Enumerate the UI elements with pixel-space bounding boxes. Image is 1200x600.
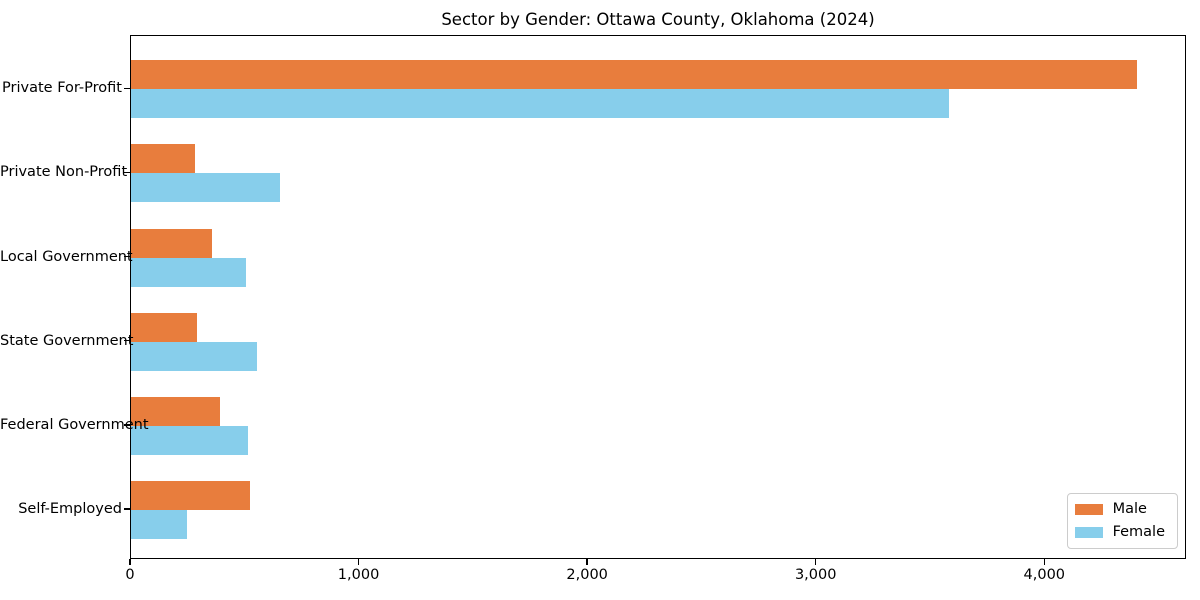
legend: Male Female <box>1066 493 1178 549</box>
xtick-mark-4000 <box>1043 559 1046 565</box>
xtick-label-3000: 3,000 <box>794 567 837 583</box>
bar-female-self-employed <box>131 510 187 539</box>
legend-swatch-male-icon <box>1074 504 1103 515</box>
ytick-label-private-non-profit: Private Non-Profit <box>0 164 128 181</box>
bar-male-private-for-profit <box>131 60 1137 90</box>
ytick-mark-state-government <box>124 339 130 342</box>
ytick-mark-self-employed <box>124 508 130 510</box>
bar-male-local-government <box>131 228 213 258</box>
bar-female-state-government <box>131 341 257 371</box>
xtick-mark-3000 <box>814 559 817 565</box>
xtick-mark-2000 <box>586 559 588 565</box>
ytick-label-private-for-profit: Private For-Profit <box>2 80 122 97</box>
bar-female-federal-government <box>131 425 248 455</box>
legend-item-female: Female <box>1074 524 1165 541</box>
legend-label-female: Female <box>1112 524 1165 540</box>
legend-swatch-female-icon <box>1074 527 1103 538</box>
ytick-mark-private-for-profit <box>124 87 130 90</box>
bar-male-private-non-profit <box>131 144 195 174</box>
xtick-label-0: 0 <box>125 567 135 583</box>
ytick-mark-federal-government <box>124 424 130 426</box>
plot-area: Male Female <box>130 35 1186 559</box>
xtick-mark-0 <box>129 559 131 565</box>
bar-male-self-employed <box>131 481 250 510</box>
legend-label-male: Male <box>1112 501 1147 517</box>
xtick-mark-1000 <box>357 559 360 565</box>
ytick-label-federal-government: Federal Government <box>0 416 149 433</box>
bar-female-private-for-profit <box>131 89 950 119</box>
bar-male-state-government <box>131 312 198 342</box>
bar-female-local-government <box>131 257 247 287</box>
xtick-label-2000: 2,000 <box>566 567 608 583</box>
ytick-mark-private-non-profit <box>124 171 130 174</box>
ytick-label-self-employed: Self-Employed <box>18 501 122 517</box>
ytick-label-local-government: Local Government <box>0 248 133 265</box>
ytick-mark-local-government <box>124 255 130 258</box>
xtick-label-4000: 4,000 <box>1023 567 1066 583</box>
bar-female-private-non-profit <box>131 173 280 203</box>
ytick-label-state-government: State Government <box>0 332 134 349</box>
bar-male-federal-government <box>131 396 221 426</box>
chart-title: Sector by Gender: Ottawa County, Oklahom… <box>441 10 875 29</box>
legend-item-male: Male <box>1074 501 1165 518</box>
xtick-label-1000: 1,000 <box>337 567 380 583</box>
